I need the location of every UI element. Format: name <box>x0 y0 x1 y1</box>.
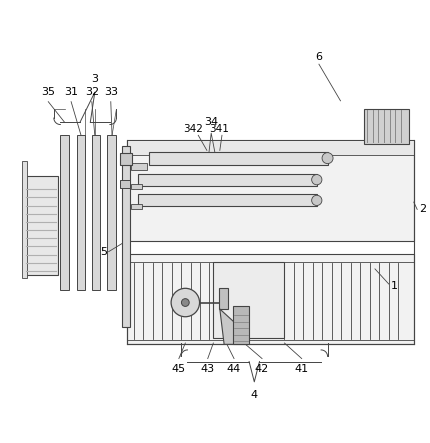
Bar <box>232 307 249 344</box>
Bar <box>121 146 130 327</box>
Bar <box>138 194 316 206</box>
Text: 3: 3 <box>91 74 98 84</box>
Bar <box>127 140 413 155</box>
Text: 42: 42 <box>254 364 269 374</box>
Bar <box>131 163 146 170</box>
Text: 45: 45 <box>172 364 185 374</box>
Bar <box>120 180 130 188</box>
Text: 5: 5 <box>100 247 107 256</box>
Text: 341: 341 <box>209 124 228 134</box>
Text: 1: 1 <box>390 281 397 291</box>
Text: 31: 31 <box>64 86 78 97</box>
Bar <box>131 204 142 210</box>
Bar <box>218 288 228 309</box>
Bar <box>77 135 85 291</box>
Bar <box>127 254 413 344</box>
Circle shape <box>181 299 189 307</box>
Text: 6: 6 <box>315 52 322 62</box>
Text: 342: 342 <box>183 124 203 134</box>
Circle shape <box>171 288 199 317</box>
Text: 33: 33 <box>104 86 117 97</box>
Bar <box>148 152 327 165</box>
Bar <box>60 135 69 291</box>
Text: 32: 32 <box>85 86 98 97</box>
Text: 43: 43 <box>200 364 214 374</box>
Bar <box>363 109 408 144</box>
Bar <box>22 161 27 277</box>
Text: 41: 41 <box>294 364 308 374</box>
Text: 2: 2 <box>418 204 425 214</box>
Text: 34: 34 <box>204 117 218 127</box>
Polygon shape <box>219 309 234 344</box>
Bar <box>107 135 115 291</box>
Bar <box>24 176 58 276</box>
Circle shape <box>311 195 321 206</box>
Bar <box>138 174 316 186</box>
Circle shape <box>311 175 321 185</box>
Bar <box>213 262 284 338</box>
Bar <box>92 135 100 291</box>
Text: 44: 44 <box>226 364 241 374</box>
Bar <box>120 153 132 166</box>
Bar <box>127 140 413 241</box>
Text: 4: 4 <box>250 389 257 400</box>
Circle shape <box>321 153 332 163</box>
Text: 35: 35 <box>41 86 55 97</box>
Bar <box>131 184 142 189</box>
